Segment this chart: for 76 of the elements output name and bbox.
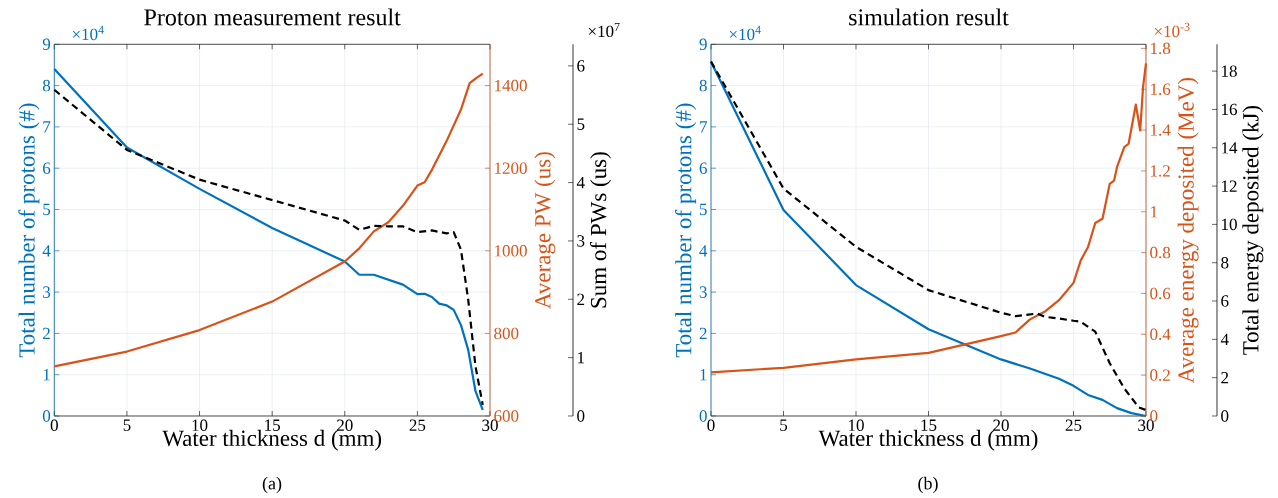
y2-tick-label: 1.8 [1151,42,1171,55]
y2-tick-label: 1200 [495,162,527,174]
x-tick-label: 20 [337,419,353,431]
y3-tick-label: 4 [576,177,585,189]
y2-tick-label: 1400 [495,79,527,92]
y-tick-label: 6 [699,162,707,174]
y2-tick-label: 0.6 [1150,287,1171,300]
y-tick-label: 2 [699,327,707,340]
text: ×10$^{7}$ [588,22,620,38]
y2-tick-label: 1000 [495,245,527,257]
y2-axis-title: Average PW (us) [534,152,556,309]
y3-axis-title: Total energy deposited (kJ) [1242,106,1264,355]
text: (a) [262,476,282,494]
y2-tick-label: 1.4 [1151,124,1171,136]
chart-title: Proton measurement result [144,8,401,26]
x-tick-label: 25 [1065,419,1082,431]
y3-tick-label: 6 [1221,295,1229,307]
x-tick-label: 10 [848,419,864,431]
y2-tick-label: 1.6 [1151,83,1171,95]
y-tick-label: 1 [700,369,707,381]
y-tick-label: 8 [42,79,51,92]
y3-tick-label: 0 [577,410,585,422]
y-axis-title: Total number of protons (#) [18,103,40,358]
y-tick-label: 9 [42,38,51,51]
y2-axis-title: Average energy deposited (MeV) [1177,77,1199,384]
y3-tick-label: 10 [1222,218,1237,231]
y-tick-label: 7 [43,121,51,133]
text: (b) [918,476,938,494]
x-axis-title: Water thickness d (mm) [818,429,1038,451]
y3-tick-label: 1 [578,352,585,364]
y-tick-label: 0 [699,410,707,422]
y2-tick-label: 1 [1151,206,1158,218]
text: ×10$^{-3}$ [1154,22,1190,38]
x-tick-label: 15 [265,419,280,431]
y2-tick-label: 1.2 [1151,165,1170,177]
y-tick-label: 6 [43,162,51,174]
x-tick-label: 25 [409,419,426,431]
y3-tick-label: 12 [1222,180,1237,192]
chart-title: simulation result [849,8,1009,26]
y3-tick-label: 18 [1222,65,1237,77]
y-tick-label: 8 [699,79,707,92]
y-tick-label: 4 [699,245,708,257]
x-axis-title: Water thickness d (mm) [162,429,382,451]
x-tick-label: 20 [993,419,1009,431]
y-axis-title: Total number of protons (#) [675,103,697,358]
text: ×10$^{4}$ [729,25,761,41]
y2-tick-label: 0.8 [1150,246,1171,259]
y3-tick-label: 8 [1221,256,1229,269]
y3-tick-label: 0 [1221,410,1229,422]
y3-tick-label: 6 [577,60,585,72]
y-tick-label: 1 [43,369,50,381]
x-tick-label: 15 [921,419,937,431]
y-tick-label: 7 [700,121,707,133]
y3-tick-label: 5 [577,118,585,130]
x-tick-label: 5 [780,419,788,431]
y2-tick-label: 800 [494,327,519,340]
y3-tick-label: 14 [1222,142,1238,154]
y3-tick-label: 4 [1220,333,1229,345]
y-tick-label: 2 [43,327,50,340]
y3-tick-label: 16 [1222,103,1238,116]
y-tick-label: 9 [699,38,707,51]
y3-axis-title: Sum of PWs (us) [589,152,611,308]
x-tick-label: 10 [192,419,208,431]
y3-tick-label: 2 [577,293,585,305]
y-tick-label: 3 [43,286,51,298]
text: ×10$^{4}$ [72,25,104,41]
y-tick-label: 4 [42,245,51,257]
y-tick-label: 5 [43,203,51,216]
y2-tick-label: 0.4 [1150,328,1171,341]
y2-tick-label: 0.2 [1150,369,1170,381]
y-tick-label: 5 [699,203,707,216]
y-tick-label: 0 [42,410,51,422]
x-tick-label: 5 [123,419,131,431]
y3-tick-label: 3 [577,235,585,247]
y3-tick-label: 2 [1221,372,1229,384]
y-tick-label: 3 [699,286,707,298]
